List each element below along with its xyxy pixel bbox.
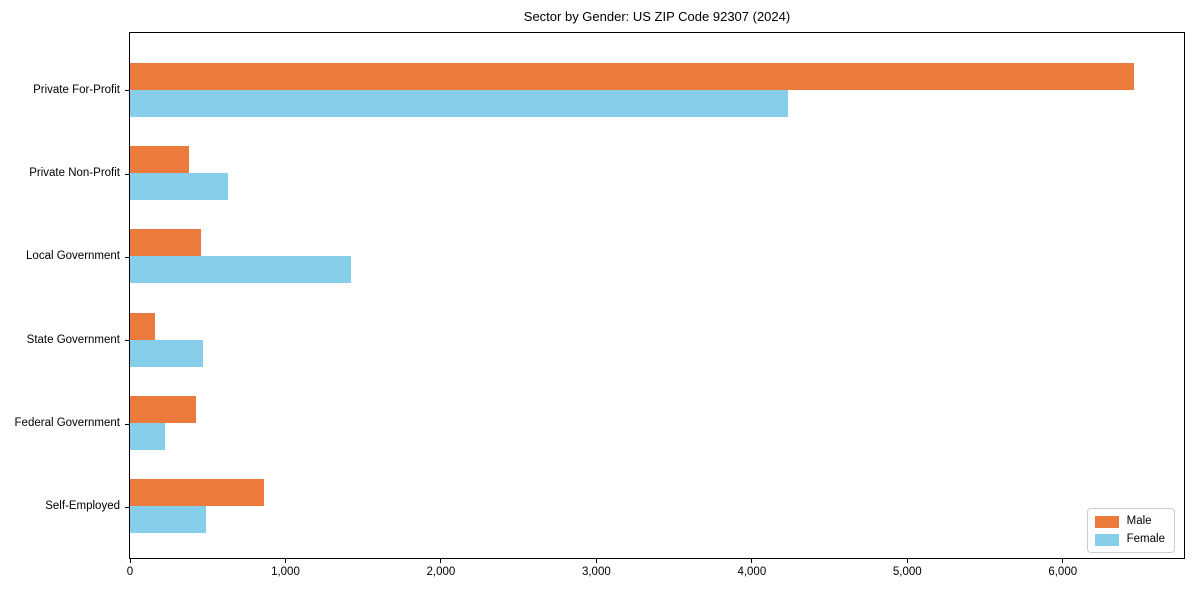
y-tick-label-0: Private For-Profit (33, 83, 120, 96)
x-tick-label-4: 4,000 (737, 566, 767, 578)
bar-female-0 (130, 89, 788, 117)
legend-label-female: Female (1126, 533, 1165, 545)
x-tick-label-1: 1,000 (271, 566, 300, 578)
y-tick-label-5: Self-Employed (45, 500, 120, 513)
x-tick-mark-2 (440, 559, 442, 563)
y-tick-mark-5 (125, 506, 129, 508)
y-tick-mark-1 (125, 173, 129, 175)
y-tick-label-1: Private Non-Profit (29, 167, 120, 179)
y-tick-label-2: Local Government (26, 250, 120, 263)
x-tick-mark-5 (906, 559, 908, 563)
legend: Male Female (1086, 508, 1175, 553)
x-tick-label-0: 0 (126, 566, 134, 578)
female-swatch-icon (1094, 533, 1119, 546)
bar-group-2 (130, 215, 1184, 298)
y-tick-label-4: Federal Government (14, 417, 120, 429)
bar-group-0 (130, 48, 1184, 131)
bar-male-0 (130, 62, 1135, 90)
bar-group-4 (130, 381, 1184, 464)
chart-title: Sector by Gender: US ZIP Code 92307 (202… (523, 9, 791, 24)
x-tick-mark-1 (284, 559, 286, 563)
x-tick-mark-0 (129, 559, 131, 563)
y-tick-mark-2 (125, 256, 129, 258)
bar-female-1 (130, 172, 228, 200)
y-tick-mark-0 (125, 90, 129, 92)
x-tick-mark-3 (595, 559, 597, 563)
bar-male-5 (130, 479, 265, 507)
y-tick-mark-3 (125, 340, 129, 342)
bar-female-4 (130, 422, 165, 450)
x-tick-label-3: 3,000 (581, 566, 611, 578)
y-tick-label-3: State Government (26, 333, 120, 346)
bar-male-1 (130, 145, 190, 173)
y-tick-mark-4 (125, 423, 129, 425)
bar-group-1 (130, 131, 1184, 214)
bar-group-5 (130, 465, 1184, 548)
plot-area: Male Female (129, 32, 1185, 559)
legend-entry-male: Male (1094, 515, 1165, 528)
legend-entry-female: Female (1094, 533, 1165, 546)
legend-label-male: Male (1126, 515, 1152, 527)
x-tick-label-2: 2,000 (426, 566, 456, 578)
bar-female-3 (130, 339, 204, 367)
bar-group-3 (130, 298, 1184, 381)
bar-male-4 (130, 395, 197, 423)
x-tick-mark-4 (751, 559, 753, 563)
bar-female-2 (130, 256, 351, 284)
bar-male-3 (130, 312, 155, 340)
y-axis: Private For-Profit Private Non-Profit Loca… (0, 32, 129, 559)
bar-male-2 (130, 229, 201, 257)
x-tick-label-5: 5,000 (892, 566, 922, 578)
x-axis: 0 1,000 2,000 3,000 4,000 5,000 6,000 (126, 559, 1184, 589)
bar-female-5 (130, 506, 207, 534)
x-tick-label-6: 6,000 (1048, 566, 1078, 578)
male-swatch-icon (1094, 515, 1119, 528)
x-tick-mark-6 (1062, 559, 1064, 563)
